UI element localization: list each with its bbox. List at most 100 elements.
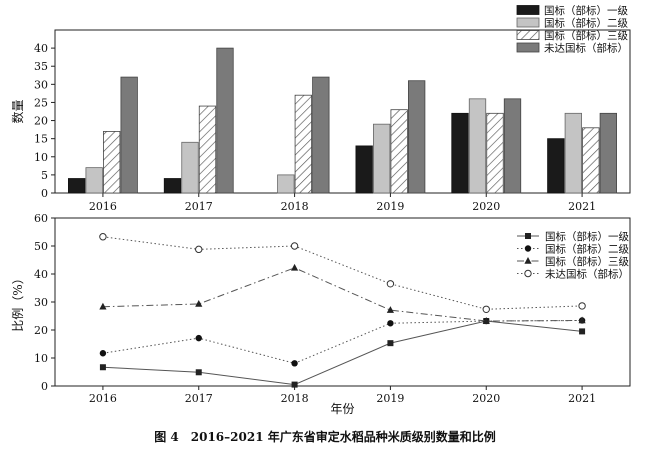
bar (503, 98, 522, 194)
bar (163, 178, 182, 194)
series-line (102, 267, 583, 322)
bar (564, 112, 582, 194)
line-y-tick-label: 0 (41, 380, 48, 393)
series-line (102, 320, 583, 386)
bar (451, 112, 469, 194)
line-x-tick-label: 2018 (281, 392, 309, 405)
bar-legend-swatch (516, 42, 540, 53)
bar-x-tick-label: 2018 (281, 200, 309, 213)
data-point (578, 302, 586, 310)
data-point (99, 233, 107, 241)
bar-y-tick-label: 5 (41, 169, 48, 182)
bar (85, 167, 103, 194)
bar-legend-label: 未达国标（部标） (544, 42, 628, 55)
line-plot-frame (54, 217, 631, 387)
bar (103, 131, 121, 194)
line-x-axis-label: 年份 (330, 402, 354, 416)
bar (277, 174, 295, 194)
data-point (387, 320, 394, 327)
bar (582, 127, 600, 194)
data-point (482, 317, 490, 324)
line-y-tick-label: 10 (34, 352, 48, 365)
data-point (387, 340, 394, 347)
data-point (99, 350, 107, 357)
bar (390, 109, 408, 194)
series-line (102, 236, 583, 310)
bar-x-tick-label: 2021 (568, 200, 596, 213)
line-y-tick-label: 60 (34, 212, 48, 225)
data-point (290, 263, 299, 271)
line-y-axis-label: 比例（%） (11, 272, 25, 331)
bar-legend-swatch (516, 17, 540, 28)
bar (486, 112, 504, 194)
bar-y-axis-label: 数量 (10, 99, 25, 123)
bar (373, 123, 391, 194)
line-x-tick-label: 2019 (376, 392, 404, 405)
data-point (578, 316, 586, 324)
line-y-tick-label: 40 (34, 268, 48, 281)
bar (120, 76, 138, 194)
line-legend-label: 国标（部标）一级 (545, 230, 629, 243)
bar-legend-swatch (516, 5, 540, 15)
bar-legend-label: 国标（部标）三级 (544, 29, 628, 42)
line-x-tick-label: 2021 (568, 392, 596, 405)
data-point (482, 305, 490, 313)
data-point (291, 381, 298, 388)
bar-plot-frame (54, 29, 631, 194)
bar-y-tick-label: 30 (34, 78, 48, 91)
line-legend-label: 国标（部标）三级 (545, 255, 629, 268)
data-point (386, 280, 395, 288)
bar (599, 112, 617, 194)
line-legend-label: 国标（部标）二级 (545, 243, 629, 256)
line-legend-marker (524, 257, 532, 264)
bar-y-tick-label: 40 (34, 42, 48, 55)
data-point (579, 328, 586, 335)
bar (68, 178, 86, 194)
line-y-tick-label: 30 (34, 296, 48, 309)
data-point (195, 299, 203, 307)
bar (181, 141, 199, 194)
data-point (195, 334, 202, 342)
bar-y-tick-label: 0 (41, 187, 48, 200)
bar-legend-label: 国标（部标）一级 (544, 4, 628, 17)
line-y-tick-label: 20 (34, 324, 48, 337)
bar (312, 76, 330, 194)
bar-y-tick-label: 10 (34, 151, 48, 164)
figure-caption: 图 4 2016–2021 年广东省审定水稻品种米质级别数量和比例 (154, 430, 496, 444)
bar-legend-swatch (516, 30, 540, 40)
data-point (99, 364, 106, 371)
line-legend-label: 未达国标（部标） (545, 268, 629, 281)
data-point (386, 306, 395, 313)
bar (355, 145, 373, 194)
line-x-tick-label: 2020 (472, 392, 500, 405)
data-point (291, 360, 298, 367)
bar-x-tick-label: 2016 (89, 200, 117, 213)
line-y-tick-label: 50 (34, 240, 48, 253)
data-point (195, 369, 202, 376)
line-chart: 0 10 20 30 40 50 60 比例（%） 2016 2017 2018 2019 2020 20… (11, 212, 631, 416)
line-x-tick-label: 2017 (185, 392, 213, 405)
line-legend-marker (524, 245, 532, 252)
data-point (99, 302, 107, 310)
data-point (290, 242, 299, 250)
bar-x-tick-label: 2020 (472, 200, 500, 213)
bar-x-tick-label: 2019 (376, 200, 404, 213)
bar-chart: 0 5 10 15 20 25 30 35 40 数量 2016 2017 2018 2019 2020 20… (10, 4, 631, 213)
series-line (102, 319, 583, 364)
bar (408, 80, 426, 194)
bar (294, 94, 312, 194)
bar-legend-label: 国标（部标）二级 (544, 17, 628, 30)
bar-x-tick-label: 2017 (185, 200, 213, 213)
bar (216, 47, 234, 194)
bar-y-tick-label: 25 (34, 96, 48, 109)
line-legend-marker (524, 269, 532, 278)
bar-y-tick-label: 20 (34, 115, 48, 128)
data-point (195, 245, 203, 254)
line-x-tick-label: 2016 (89, 392, 117, 405)
bar (547, 138, 565, 194)
bar (198, 105, 217, 194)
bar (468, 98, 487, 194)
bar-y-tick-label: 35 (34, 60, 48, 73)
bar-y-tick-label: 15 (34, 133, 48, 146)
